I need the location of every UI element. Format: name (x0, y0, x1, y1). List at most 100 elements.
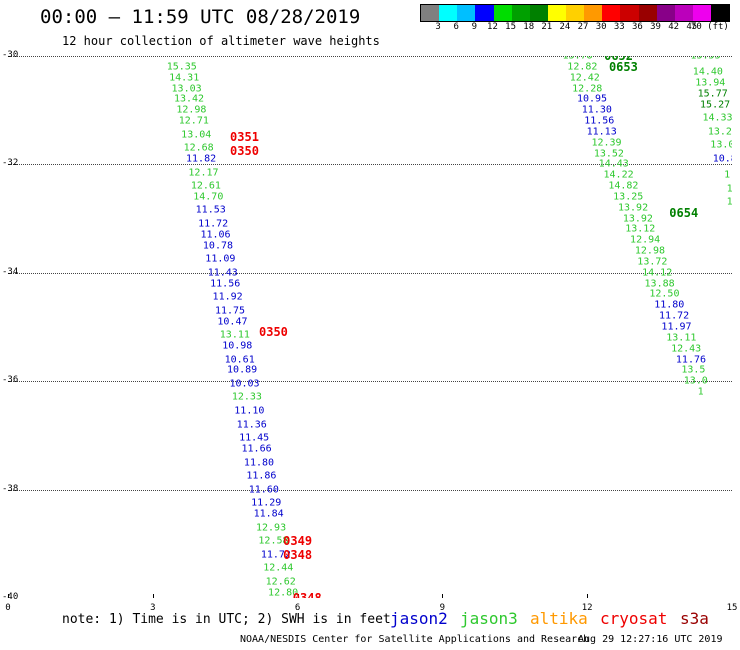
units-note: note: 1) Time is in UTC; 2) SWH is in fe… (62, 612, 391, 627)
wave-height-value: 13.0 (683, 375, 708, 387)
x-axis-tick (297, 594, 299, 598)
wave-height-value: 11.56 (584, 115, 615, 127)
wave-height-value: 11.72 (260, 549, 291, 561)
page-subtitle: 12 hour collection of altimeter wave hei… (62, 34, 380, 48)
pass-time-label: 0350 (259, 325, 288, 340)
wave-height-value: 1 (726, 183, 732, 195)
wave-height-value: 12.58 (258, 535, 289, 547)
wave-height-value: 14.82 (608, 180, 639, 192)
color-scale-label: 33 (613, 22, 625, 32)
color-scale-label: 6 (453, 22, 459, 32)
wave-height-value: 10.03 (229, 378, 260, 390)
pass-time-label: 0350 (230, 143, 259, 158)
wave-height-value: 13.53 (690, 56, 721, 62)
wave-height-value: 11.06 (200, 229, 231, 241)
wave-height-value: 12.62 (265, 576, 296, 588)
wave-height-value: 14.40 (692, 66, 723, 78)
wave-height-value: 13.2 (707, 126, 732, 138)
wave-height-value: 12.61 (190, 180, 221, 192)
wave-height-value: 12.33 (231, 391, 262, 403)
wave-height-value: 12.80 (268, 587, 299, 598)
x-axis-label: 6 (294, 603, 301, 613)
color-scale-label: 27 (577, 22, 589, 32)
color-swatch (493, 5, 512, 21)
y-axis-label: -34 (2, 266, 19, 277)
wave-height-value: 11.75 (214, 305, 246, 317)
wave-height-value: 12.94 (630, 234, 661, 246)
wave-height-value: 14.31 (169, 72, 200, 84)
satellite-legend-jason2: jason2 (390, 609, 448, 628)
wave-height-value: 13.11 (219, 329, 250, 341)
wave-height-value: 12.82 (567, 61, 598, 73)
wave-height-value: 11.84 (253, 508, 284, 520)
wave-height-value: 13.88 (644, 278, 675, 290)
wave-height-value: 11.86 (246, 470, 277, 482)
credit-line: NOAA/NESDIS Center for Satellite Applica… (240, 634, 590, 645)
wave-height-value: 13.11 (666, 332, 697, 344)
color-scale-label: 36 (631, 22, 643, 32)
color-scale-label: 45 (686, 22, 698, 32)
wave-height-value: 11.80 (654, 299, 685, 311)
x-axis-tick (152, 594, 154, 598)
latitude-gridline (8, 489, 732, 491)
wave-height-value: 11.66 (241, 443, 272, 455)
color-swatch (421, 5, 440, 21)
color-swatch (602, 5, 621, 21)
wave-height-value: 12.42 (569, 72, 600, 84)
wave-height-value: 12.71 (178, 115, 209, 127)
wave-height-value: 13.72 (637, 256, 668, 268)
y-axis-label: -32 (2, 158, 19, 169)
color-scale-label: 15 (505, 22, 516, 32)
color-swatch (638, 5, 657, 21)
wave-height-value: 12.50 (649, 288, 680, 300)
wave-height-value: 11.10 (234, 405, 265, 417)
wave-height-value: 11.53 (195, 204, 226, 216)
pass-time-label: 0654 (669, 206, 699, 221)
color-swatch (529, 5, 548, 21)
wave-height-value: 12.39 (591, 137, 622, 149)
wave-height-value: 11.09 (205, 253, 236, 265)
color-scale-label: 9 (471, 22, 478, 32)
latitude-gridline (8, 272, 732, 274)
wave-height-value: 13.78 (562, 56, 593, 62)
x-axis-label: 0 (5, 603, 11, 613)
wave-height-value: 11.45 (239, 432, 270, 444)
pass-time-label: 0653 (608, 59, 638, 74)
x-axis-label: 15 (726, 603, 738, 613)
wave-height-value: 13.92 (617, 202, 649, 214)
color-swatch (584, 5, 603, 21)
generated-timestamp: Aug 29 12:27:16 UTC 2019 (578, 634, 723, 645)
latitude-gridline (8, 164, 732, 166)
x-axis-tick (8, 594, 9, 598)
wave-height-value: 11.82 (186, 153, 217, 165)
x-axis-tick (587, 594, 589, 598)
color-scale-label: 18 (523, 22, 535, 32)
wave-height-value: 12.17 (188, 167, 219, 179)
satellite-legend-jason3: jason3 (460, 609, 518, 628)
color-scale-label: 12 (487, 22, 498, 32)
color-swatch (656, 5, 675, 21)
wave-height-value: 1 (724, 169, 731, 181)
wave-height-value: 1 (697, 386, 704, 398)
wave-height-value: 12.93 (255, 522, 287, 534)
color-scale-label: 21 (541, 22, 553, 32)
satellite-legend-s3a: s3a (680, 609, 709, 628)
color-scale-label: 39 (650, 22, 661, 32)
page-title: 00:00 – 11:59 UTC 08/28/2019 (40, 6, 361, 28)
satellite-legend-altika: altika (530, 609, 588, 628)
wave-height-value: 11.36 (236, 419, 267, 431)
wave-height-value: 10.98 (222, 340, 253, 352)
pass-time-label: 0349 (283, 534, 313, 549)
color-swatch (439, 5, 458, 21)
pass-time-label: 0348 (292, 591, 322, 598)
color-swatch (475, 5, 494, 21)
wave-height-value: 10.47 (217, 316, 248, 328)
color-scale-label: 3 (435, 22, 441, 32)
color-scale-label: 24 (559, 22, 571, 32)
wave-height-value: 10.89 (227, 364, 258, 376)
color-swatch (711, 5, 730, 21)
wave-height-value: 13.92 (622, 213, 653, 225)
satellite-legend-cryosat: cryosat (600, 609, 668, 628)
wave-height-value: 11.76 (675, 354, 707, 366)
wave-height-value: 11.72 (198, 218, 229, 230)
